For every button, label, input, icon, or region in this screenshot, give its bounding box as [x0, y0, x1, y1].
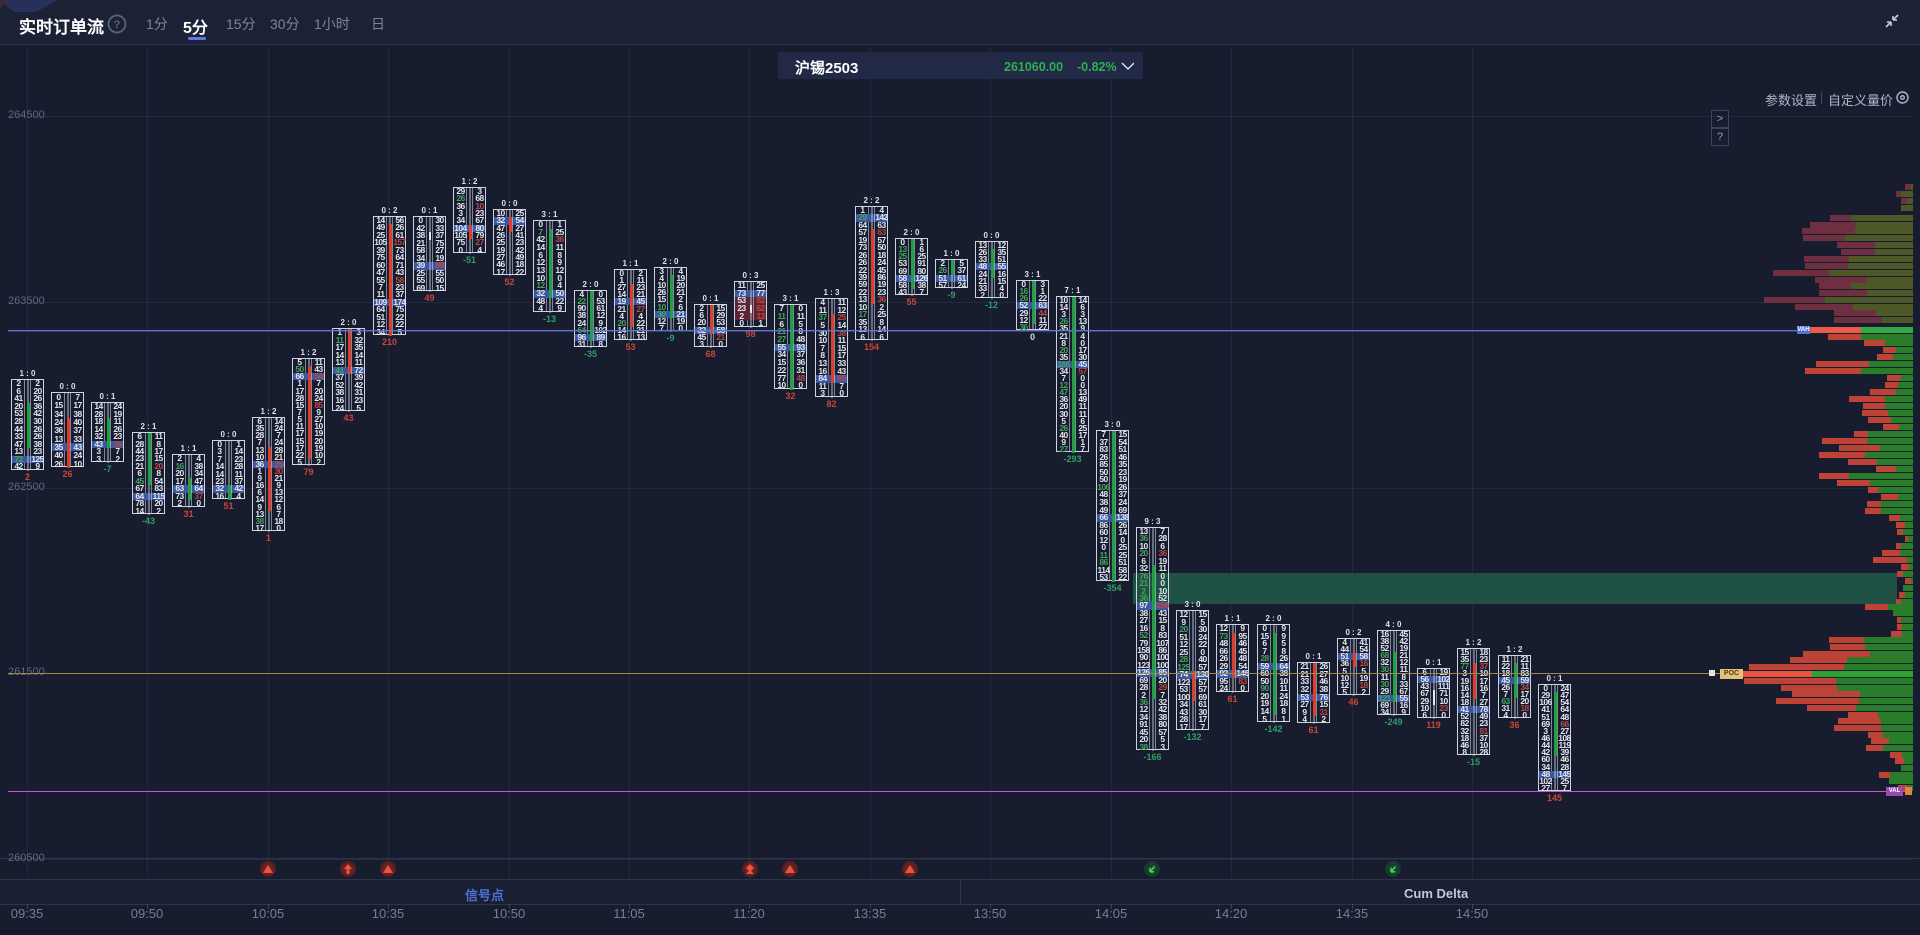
svg-text:?: ?	[114, 19, 121, 31]
